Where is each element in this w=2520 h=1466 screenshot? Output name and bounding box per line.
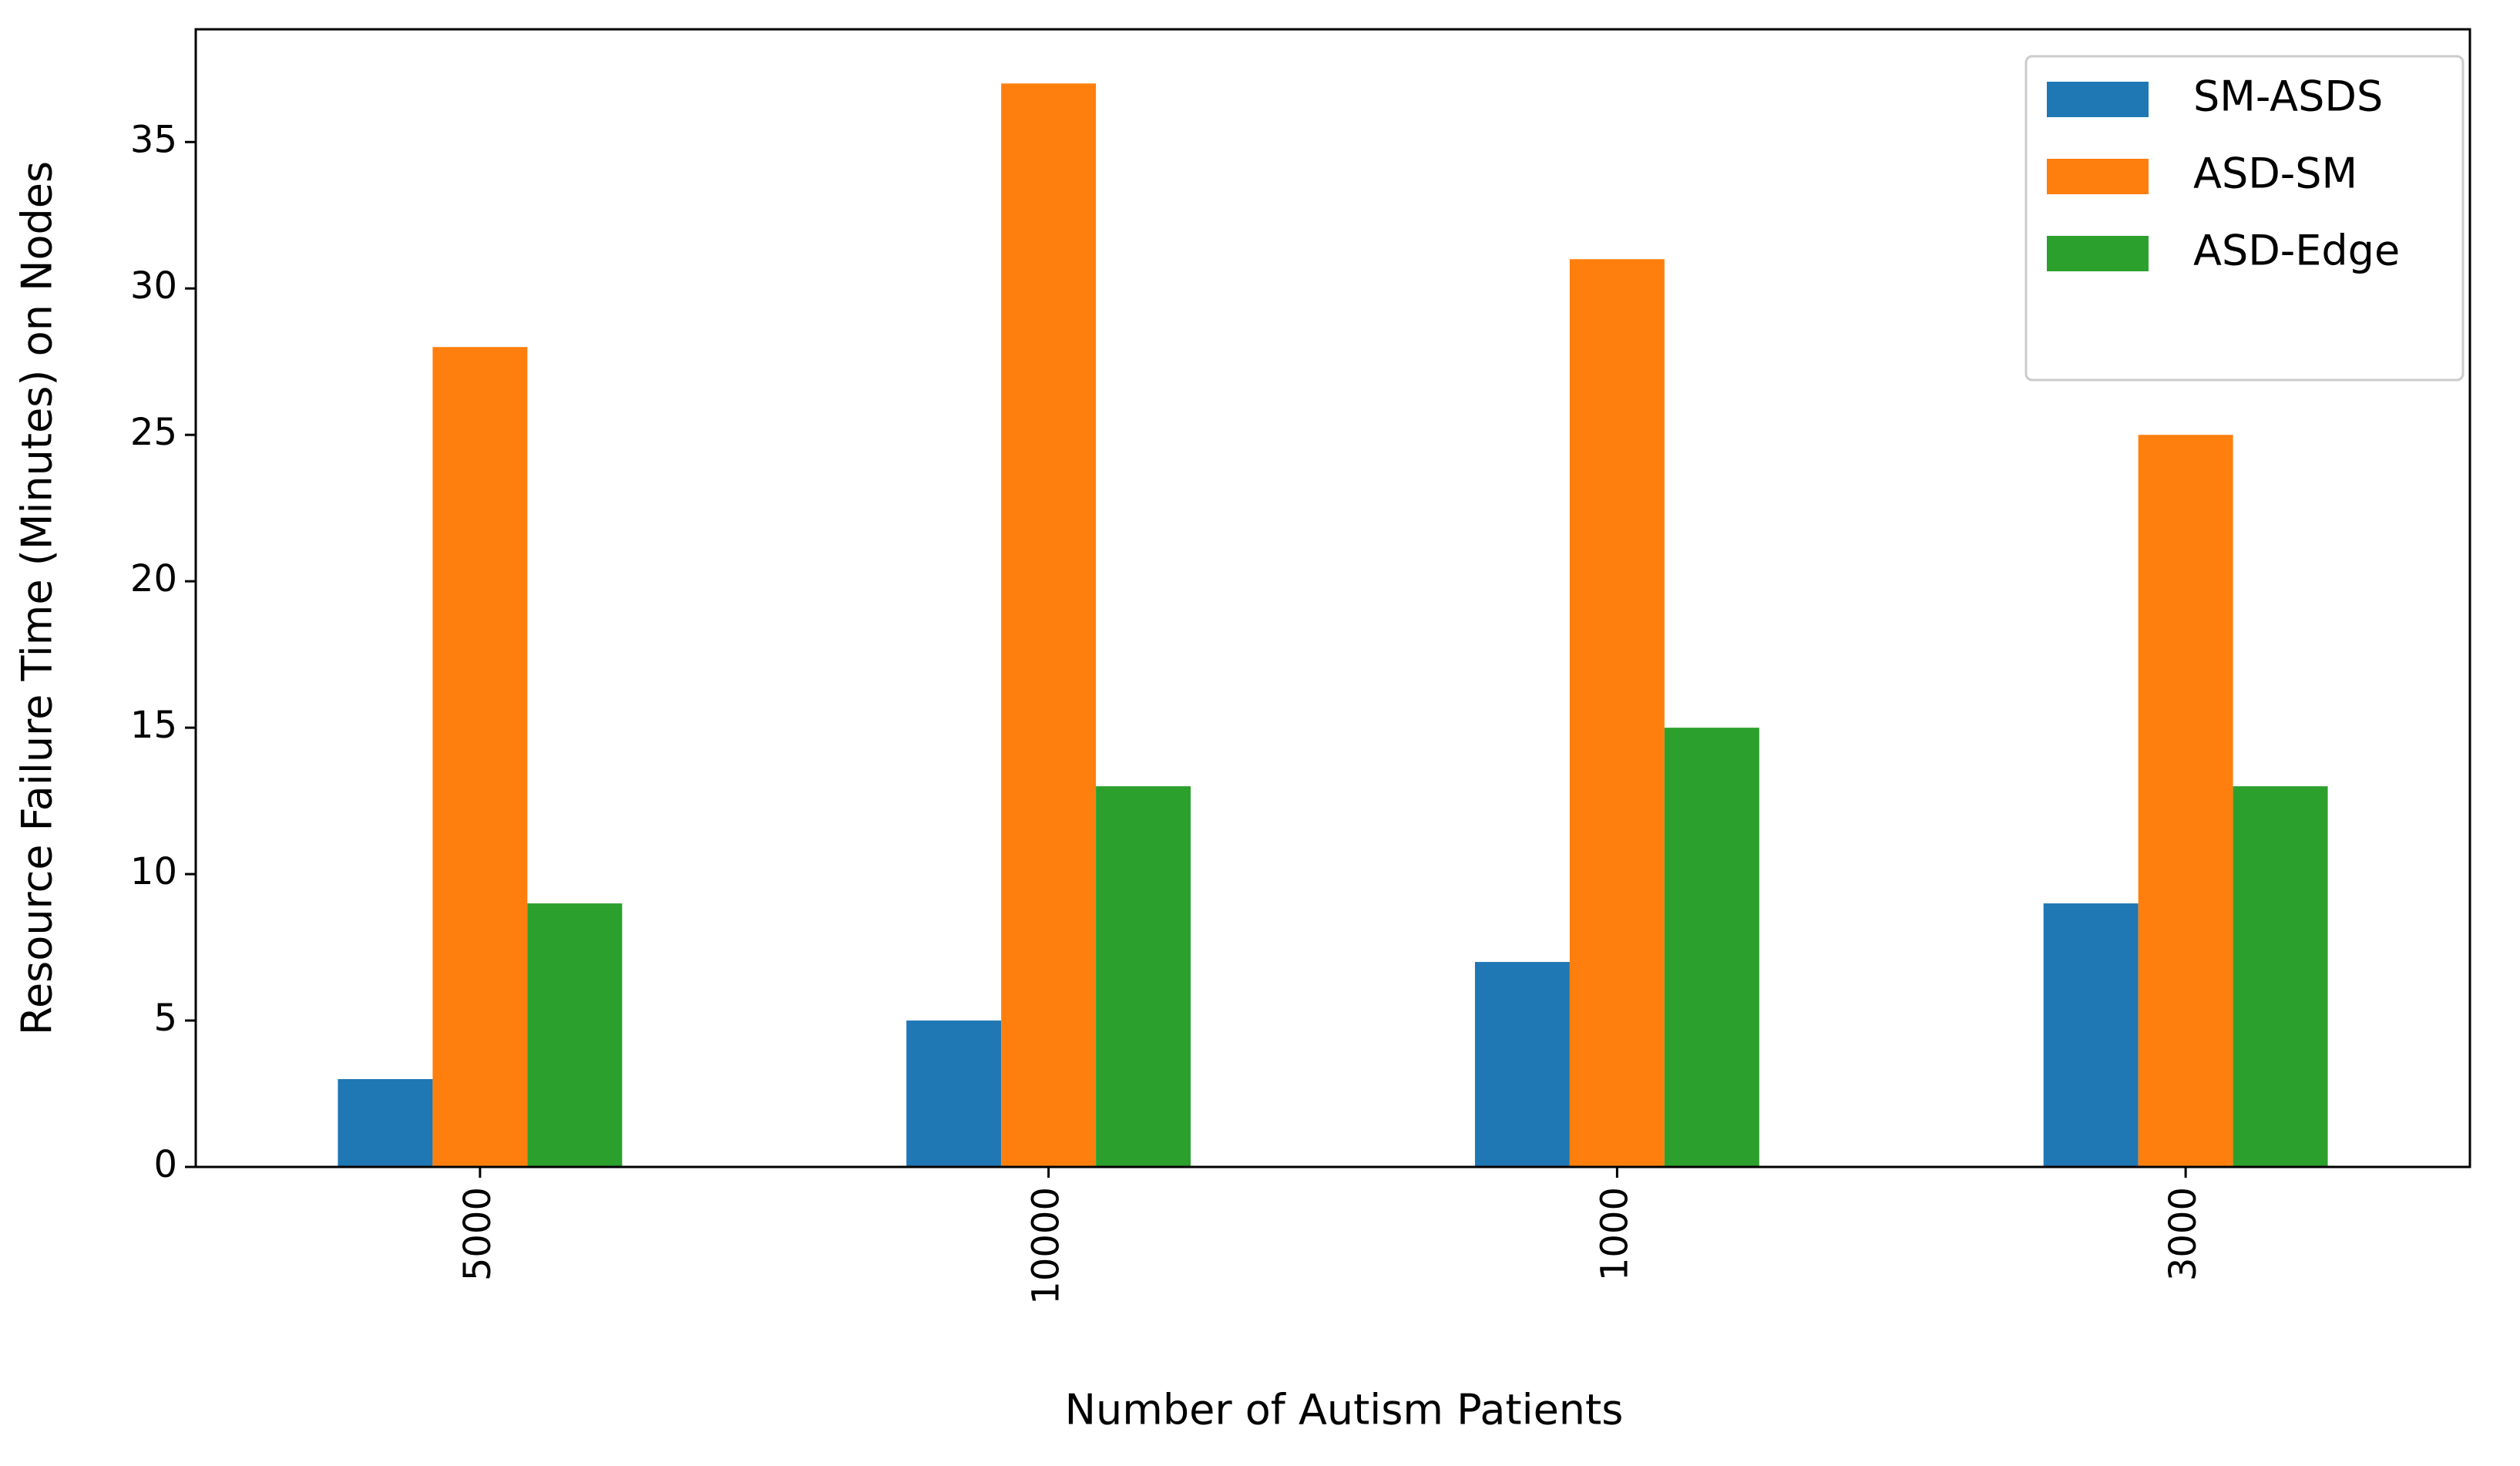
x-axis-label: Number of Autism Patients	[1065, 1386, 1624, 1434]
bar	[2233, 786, 2328, 1167]
bar	[2138, 435, 2233, 1167]
bar	[527, 903, 623, 1167]
y-tick-label: 25	[130, 411, 177, 454]
bar	[1096, 786, 1191, 1167]
x-tick-label: 3000	[2162, 1187, 2205, 1281]
y-tick-label: 5	[153, 997, 177, 1040]
x-tick-label: 1000	[1593, 1187, 1636, 1281]
legend-label: ASD-SM	[2193, 150, 2357, 198]
y-tick-label: 35	[130, 118, 177, 161]
bar	[1569, 259, 1665, 1167]
y-tick-label: 0	[153, 1143, 177, 1186]
legend-swatch	[2047, 159, 2149, 194]
legend-label: SM-ASDS	[2193, 72, 2383, 121]
bar	[2043, 903, 2139, 1167]
plot-frame	[194, 28, 2471, 1168]
bar	[906, 1020, 1002, 1167]
bar	[1474, 962, 1570, 1167]
bar	[338, 1079, 433, 1167]
legend-swatch	[2047, 82, 2149, 117]
y-tick-label: 20	[130, 557, 177, 600]
legend-swatch	[2047, 236, 2149, 271]
bar	[432, 347, 528, 1168]
bar	[1664, 728, 1759, 1167]
y-axis-label: Resource Failure Time (Minutes) on Nodes	[13, 161, 62, 1035]
bar	[1001, 83, 1097, 1167]
legend-label: ASD-Edge	[2193, 227, 2400, 275]
x-tick-label: 5000	[456, 1187, 499, 1281]
y-tick-label: 30	[130, 264, 177, 308]
x-tick-label: 10000	[1025, 1187, 1068, 1305]
y-tick-label: 15	[130, 704, 177, 747]
y-tick-label: 10	[130, 850, 177, 893]
legend-box	[2024, 55, 2465, 382]
